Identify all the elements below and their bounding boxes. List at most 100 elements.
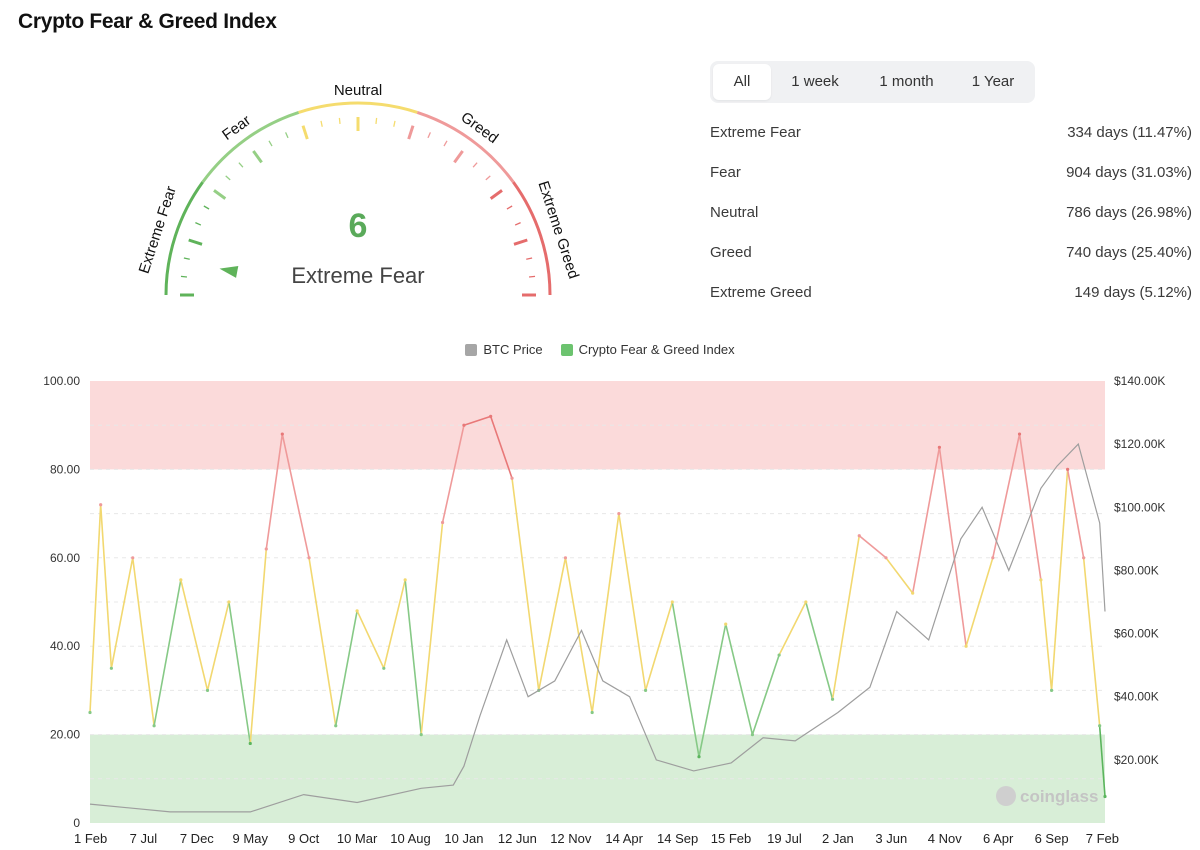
tab-1-week[interactable]: 1 week	[791, 73, 839, 90]
fear-greed-point	[462, 423, 466, 427]
stat-label: Greed	[710, 243, 752, 261]
stat-label: Neutral	[710, 203, 759, 221]
fear-greed-point	[697, 755, 701, 759]
fear-greed-point	[280, 432, 284, 436]
fear-greed-line-segment	[308, 557, 337, 726]
fear-greed-line-segment	[404, 579, 423, 735]
x-tick-label: 12 Nov	[550, 831, 592, 846]
fear-greed-line-segment	[831, 535, 861, 700]
fear-greed-line-segment	[180, 579, 209, 691]
fear-greed-point	[109, 666, 113, 670]
gauge-tick	[213, 189, 227, 200]
x-tick-label: 6 Apr	[983, 831, 1014, 846]
gauge-label: Extreme Fear	[291, 263, 424, 288]
legend-item-btc-price[interactable]: BTC Price	[465, 342, 543, 357]
fear-greed-line-segment	[89, 504, 102, 713]
time-range-tabs: All 1 week 1 month 1 Year	[710, 61, 1035, 103]
legend-item-fear-greed-index[interactable]: Crypto Fear & Greed Index	[560, 342, 735, 357]
gauge-tick	[526, 257, 533, 260]
fear-greed-line-segment	[885, 557, 914, 594]
fear-greed-point	[1103, 794, 1107, 799]
fear-greed-point	[964, 644, 968, 648]
fear-greed-gauge: Extreme Fear Fear Neutral Greed Extreme Gree…	[136, 82, 582, 297]
gauge-zone-label: Extreme Fear	[136, 184, 180, 276]
stat-row-fear: Fear 904 days (31.03%)	[710, 152, 1192, 192]
fear-greed-point	[248, 741, 252, 746]
gauge-pointer-icon	[219, 266, 239, 278]
y-right-tick-label: $120.00K	[1114, 437, 1165, 451]
fear-greed-line-segment	[228, 601, 252, 744]
x-tick-label: 15 Feb	[711, 831, 751, 846]
fear-greed-line-segment	[751, 654, 780, 735]
gauge-tick	[506, 205, 513, 210]
gauge-arc-segment	[512, 181, 552, 296]
x-tick-label: 7 Jul	[130, 831, 158, 846]
gauge-tick	[338, 117, 341, 125]
tab-all[interactable]: All	[713, 64, 771, 100]
y-right-tick-label: $100.00K	[1114, 500, 1165, 514]
gauge-tick	[285, 132, 289, 139]
fear-greed-point	[590, 710, 594, 715]
gauge-tick	[453, 150, 464, 164]
gauge-zone-label: Neutral	[334, 82, 382, 99]
fear-greed-line-segment	[698, 623, 727, 757]
fear-greed-point	[937, 445, 941, 449]
fear-greed-point	[670, 600, 674, 604]
fear-greed-line-segment	[965, 557, 994, 647]
fear-greed-line-segment	[671, 601, 700, 757]
fear-greed-line-segment	[441, 425, 465, 523]
fear-greed-line-segment	[334, 610, 358, 726]
stat-label: Fear	[710, 163, 741, 181]
fear-greed-point	[264, 547, 268, 551]
x-tick-label: 2 Jan	[822, 831, 854, 846]
fear-greed-line-segment	[511, 478, 540, 691]
gauge-zone-label: Fear	[219, 112, 254, 144]
fear-greed-line-segment	[537, 557, 567, 691]
coinglass-logo-icon	[996, 786, 1016, 806]
fear-greed-point	[724, 622, 728, 626]
y-right-tick-label: $20.00K	[1114, 753, 1159, 767]
gauge-tick	[195, 222, 202, 226]
btc-price-line	[89, 442, 1106, 813]
stat-value: 334 days (11.47%)	[1067, 123, 1192, 141]
y-left-tick-label: 40.00	[50, 639, 80, 653]
fear-greed-point	[750, 733, 755, 737]
fear-greed-point	[1039, 578, 1043, 582]
fear-greed-line-segment	[1050, 469, 1069, 691]
fear-greed-point	[403, 578, 407, 582]
x-tick-label: 9 May	[233, 831, 269, 846]
fear-greed-point	[227, 600, 231, 604]
y-right-tick-label: $60.00K	[1114, 627, 1159, 641]
page-title: Crypto Fear & Greed Index	[18, 10, 277, 33]
fear-greed-line-segment	[1018, 433, 1042, 581]
gauge-tick	[427, 132, 431, 139]
fear-greed-line-segment	[618, 513, 647, 691]
fear-greed-point	[489, 414, 493, 418]
gauge-tick	[268, 140, 273, 147]
tab-1-month[interactable]: 1 month	[879, 73, 934, 90]
gauge-tick	[252, 150, 263, 164]
x-tick-label: 3 Jun	[875, 831, 907, 846]
fear-greed-line-segment	[420, 522, 444, 735]
fear-greed-line-segment	[463, 415, 491, 426]
y-left-tick-label: 80.00	[50, 462, 80, 476]
gauge-tick	[225, 175, 231, 181]
fear-greed-point	[1066, 467, 1070, 471]
x-tick-label: 14 Apr	[605, 831, 643, 846]
fear-greed-line-segment	[99, 504, 113, 669]
fear-greed-history-chart[interactable]: 0 20.00 40.00 60.00 80.00 100.00 $20.00K $40.00…	[0, 365, 1200, 850]
fear-greed-line-segment	[110, 557, 134, 669]
y-left-tick-label: 60.00	[50, 551, 80, 565]
fear-greed-point	[99, 503, 103, 507]
gauge-tick	[183, 257, 190, 260]
tab-1-year[interactable]: 1 Year	[971, 73, 1015, 90]
fear-greed-point	[1098, 724, 1102, 728]
x-tick-label: 1 Feb	[74, 831, 107, 846]
x-tick-label: 10 Mar	[337, 831, 378, 846]
fear-greed-line-segment	[644, 601, 674, 691]
fear-greed-line-segment	[911, 447, 941, 594]
gauge-arc-segment	[164, 181, 204, 296]
gauge-tick	[528, 275, 536, 278]
fear-greed-line-segment	[356, 610, 385, 669]
x-tick-label: 19 Jul	[767, 831, 802, 846]
